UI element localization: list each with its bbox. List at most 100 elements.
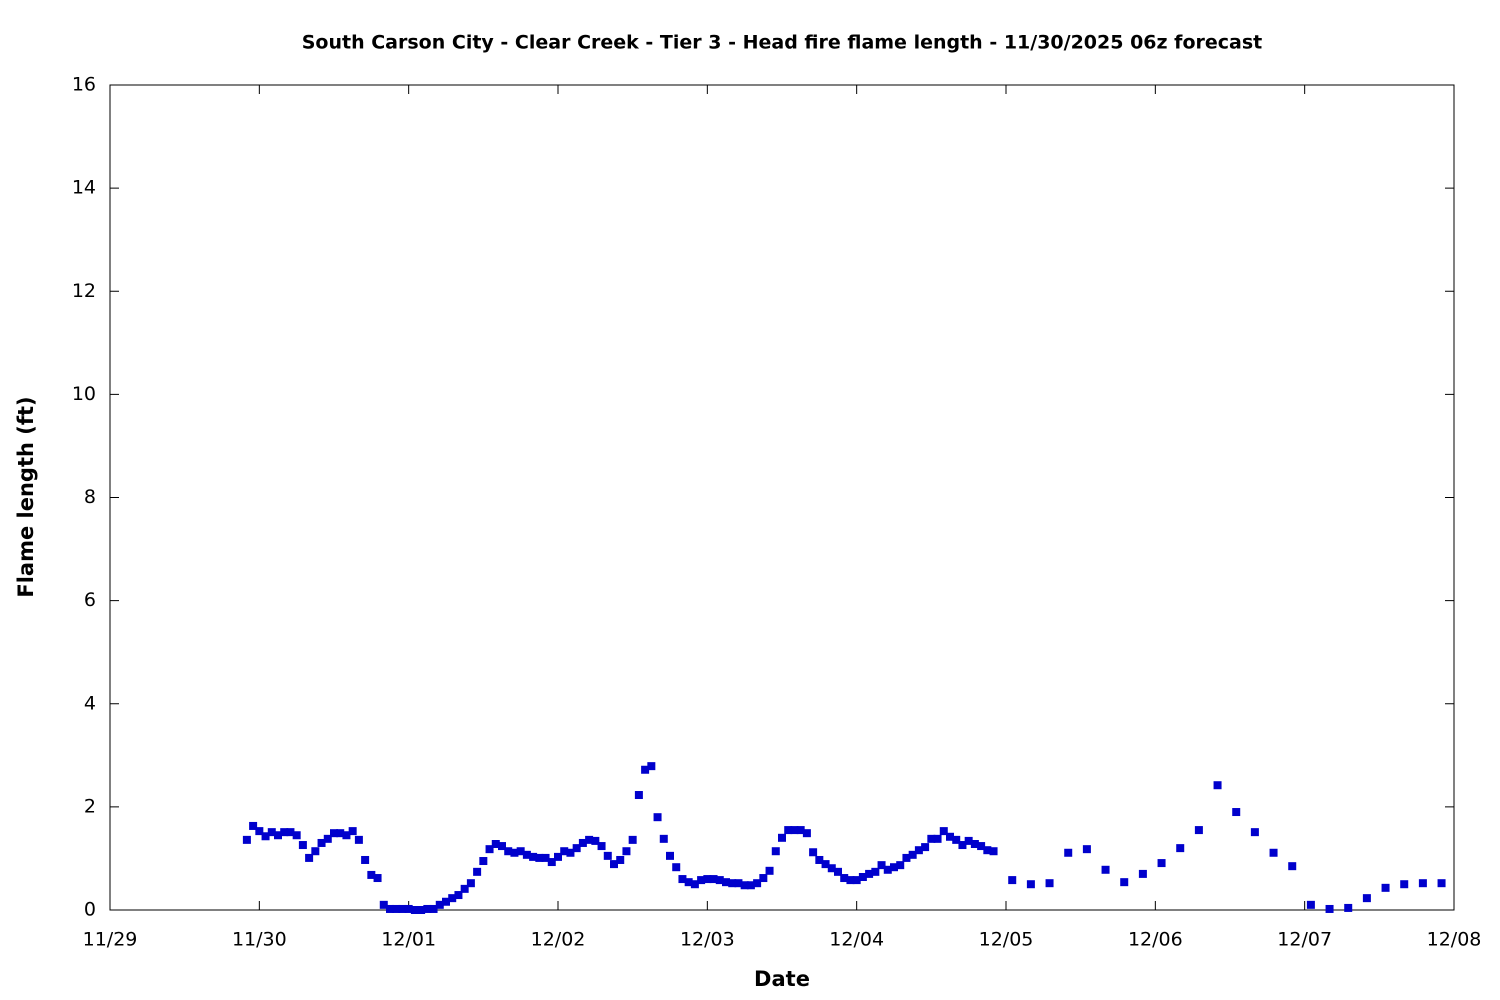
data-point xyxy=(778,833,786,842)
data-point xyxy=(753,879,762,888)
data-point xyxy=(255,827,264,836)
data-point xyxy=(261,832,270,841)
data-point xyxy=(840,874,849,883)
data-point xyxy=(697,876,706,885)
data-point xyxy=(1045,879,1054,888)
data-point xyxy=(883,865,892,874)
data-point xyxy=(715,876,724,885)
data-point xyxy=(784,826,793,835)
data-point xyxy=(790,826,799,835)
data-point xyxy=(964,836,973,845)
data-point xyxy=(1101,865,1110,874)
data-point xyxy=(703,875,712,884)
data-point xyxy=(958,841,967,850)
data-point xyxy=(1232,808,1241,817)
y-tick-label: 8 xyxy=(84,486,96,508)
data-point xyxy=(591,836,600,845)
data-point xyxy=(460,884,469,893)
data-point xyxy=(386,904,394,913)
x-tick-label: 12/08 xyxy=(1427,929,1482,951)
data-point xyxy=(280,828,289,837)
data-point xyxy=(659,834,668,843)
data-point xyxy=(597,842,606,851)
data-point xyxy=(610,860,618,869)
data-point xyxy=(846,876,855,885)
data-point xyxy=(834,867,842,876)
y-tick-label: 10 xyxy=(72,383,96,405)
data-point xyxy=(342,831,351,840)
data-point xyxy=(902,853,911,862)
data-point xyxy=(809,848,818,857)
data-point xyxy=(448,894,457,903)
data-point xyxy=(852,876,861,885)
data-point xyxy=(927,834,936,843)
data-point xyxy=(740,881,749,890)
chart-title: South Carson City - Clear Creek - Tier 3… xyxy=(302,32,1262,54)
data-point xyxy=(398,904,407,913)
data-point xyxy=(759,874,768,883)
y-tick-label: 16 xyxy=(72,74,96,96)
data-point xyxy=(292,831,301,840)
x-tick-label: 12/07 xyxy=(1277,929,1332,951)
data-point xyxy=(498,842,506,851)
data-point xyxy=(429,904,438,913)
data-point xyxy=(298,841,307,850)
data-point xyxy=(554,852,562,861)
data-point xyxy=(1176,844,1185,853)
data-point xyxy=(547,858,556,867)
data-point xyxy=(666,851,674,860)
data-point xyxy=(585,835,594,844)
data-point xyxy=(989,847,998,856)
data-point xyxy=(249,821,258,830)
x-tick-label: 12/03 xyxy=(680,929,735,951)
data-point xyxy=(1082,845,1091,854)
y-tick-label: 14 xyxy=(72,177,96,199)
data-point xyxy=(522,850,531,859)
data-point xyxy=(871,867,880,876)
data-point xyxy=(361,855,370,864)
data-point xyxy=(367,870,376,879)
data-point xyxy=(802,829,811,838)
data-point xyxy=(404,904,413,913)
data-point xyxy=(684,878,693,887)
data-point xyxy=(827,864,836,873)
data-point xyxy=(578,838,587,847)
data-point xyxy=(473,867,482,876)
data-point xyxy=(479,857,488,866)
data-point xyxy=(274,831,282,840)
data-point xyxy=(491,840,500,848)
data-point xyxy=(485,845,494,854)
data-point xyxy=(653,813,662,822)
data-point xyxy=(242,835,251,844)
data-point xyxy=(541,853,550,862)
y-tick-label: 6 xyxy=(84,589,96,611)
data-point xyxy=(373,874,382,883)
data-point xyxy=(1026,880,1035,889)
data-point xyxy=(410,906,419,914)
x-tick-label: 12/04 xyxy=(829,929,884,951)
data-point xyxy=(952,835,961,844)
data-point xyxy=(529,852,538,861)
data-point xyxy=(572,844,581,853)
y-axis-label: Flame length (ft) xyxy=(14,396,38,597)
data-point xyxy=(267,828,276,837)
data-point xyxy=(896,861,905,870)
data-point xyxy=(417,906,426,914)
data-point xyxy=(354,835,363,844)
y-tick-label: 2 xyxy=(84,795,96,817)
data-point xyxy=(466,879,475,888)
data-point xyxy=(1362,894,1371,903)
data-point xyxy=(877,861,886,870)
x-tick-label: 11/29 xyxy=(83,929,138,951)
data-point xyxy=(616,855,625,864)
data-point xyxy=(1157,859,1166,868)
x-axis-label: Date xyxy=(754,967,810,991)
x-tick-label: 12/02 xyxy=(531,929,586,951)
x-tick-label: 12/05 xyxy=(979,929,1034,951)
data-point xyxy=(336,829,345,838)
data-point xyxy=(734,879,743,888)
data-point xyxy=(1269,848,1278,857)
data-point xyxy=(815,855,824,864)
y-tick-label: 0 xyxy=(84,899,96,921)
data-point xyxy=(1381,883,1390,892)
